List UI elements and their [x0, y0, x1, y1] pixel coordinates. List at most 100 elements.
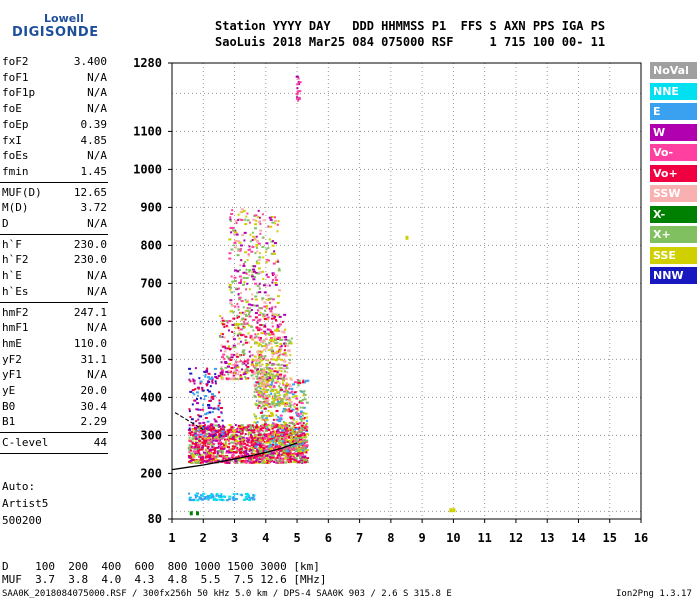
echo-dot	[262, 450, 265, 453]
echo-dot	[271, 397, 275, 400]
echo-dot	[218, 399, 221, 402]
echo-dot	[206, 432, 210, 435]
echo-dot	[277, 385, 280, 388]
param-value: N/A	[87, 149, 107, 163]
echo-dot	[271, 353, 274, 356]
echo-dot	[229, 285, 232, 288]
echo-dot	[266, 399, 270, 402]
echo-dot	[233, 442, 236, 445]
echo-dot	[234, 498, 238, 501]
echo-dot	[271, 325, 274, 328]
echo-dot	[290, 439, 294, 442]
echo-dot	[269, 347, 272, 350]
echo-dot	[210, 423, 213, 426]
echo-dot	[251, 443, 255, 446]
echo-dot	[252, 319, 256, 322]
echo-dot	[202, 492, 206, 495]
echo-dot	[230, 367, 234, 370]
echo-dot	[259, 443, 262, 446]
echo-dot	[260, 425, 264, 428]
echo-dot	[254, 454, 257, 457]
echo-dot	[277, 325, 280, 328]
echo-dot	[188, 451, 191, 454]
echo-dot	[270, 444, 274, 447]
echo-dot	[273, 447, 277, 450]
echo-dot	[257, 390, 261, 393]
echo-dot	[191, 445, 194, 448]
echo-dot	[271, 358, 275, 361]
echo-dot	[279, 388, 283, 391]
echo-dot	[209, 429, 212, 432]
echo-dot	[284, 455, 287, 458]
echo-dot	[221, 499, 225, 502]
echo-dot	[271, 375, 275, 378]
echo-dot	[259, 394, 263, 397]
x-tick-label: 2	[200, 531, 207, 545]
echo-dot	[287, 435, 291, 438]
echo-dot	[219, 335, 223, 338]
echo-dot	[257, 220, 261, 223]
echo-dot	[302, 411, 305, 414]
y-tick-label: 400	[140, 390, 162, 404]
echo-dot	[282, 336, 286, 339]
echo-dot	[271, 298, 275, 301]
echo-dot	[267, 367, 271, 370]
echo-dot	[277, 416, 280, 419]
echo-dot	[199, 433, 203, 436]
echo-dot	[253, 275, 256, 278]
echo-dot	[271, 312, 274, 315]
echo-dot	[299, 456, 302, 459]
echo-dot	[239, 444, 243, 447]
echo-dot	[265, 366, 268, 369]
echo-dot	[189, 511, 193, 516]
echo-dot	[264, 452, 268, 455]
echo-dot	[280, 330, 283, 333]
param-name: foF2	[2, 55, 29, 68]
echo-dot	[256, 368, 259, 371]
echo-dot	[200, 494, 204, 497]
echo-dot	[201, 446, 205, 449]
echo-dot	[258, 287, 261, 290]
echo-dot	[236, 442, 240, 445]
echo-dot	[274, 445, 277, 448]
param-value: N/A	[87, 284, 107, 298]
echo-dot	[277, 444, 280, 447]
echo-dot	[235, 369, 239, 372]
separator	[0, 181, 108, 183]
echo-dot	[237, 218, 240, 221]
echo-dot	[217, 424, 220, 427]
echo-dot	[216, 455, 219, 458]
echo-dot	[272, 313, 275, 316]
echo-dot	[231, 455, 235, 458]
echo-dot	[211, 425, 214, 428]
echo-dot	[285, 435, 289, 438]
echo-dot	[240, 334, 244, 337]
echo-dot	[255, 450, 259, 453]
echo-dot	[221, 455, 225, 458]
echo-dot	[244, 493, 247, 496]
echo-dot	[285, 401, 288, 404]
echo-dot	[227, 362, 231, 365]
echo-dot	[246, 219, 250, 222]
echo-dot	[225, 499, 229, 502]
echo-dot	[249, 336, 253, 339]
echo-dot	[269, 310, 273, 313]
echo-dot	[201, 453, 204, 456]
echo-dot	[305, 439, 309, 442]
echo-dot	[244, 260, 247, 263]
echo-dot	[266, 363, 269, 366]
echo-dot	[197, 387, 200, 390]
echo-dot	[243, 360, 247, 363]
echo-dot	[301, 456, 304, 459]
echo-dot	[230, 275, 233, 278]
echo-dot	[188, 498, 191, 501]
echo-dot	[278, 364, 282, 367]
echo-dot	[190, 418, 194, 421]
param-name: B0	[2, 399, 16, 413]
echo-dot	[232, 499, 236, 502]
echo-dot	[256, 391, 259, 394]
echo-dot	[199, 415, 203, 418]
echo-dot	[296, 404, 299, 407]
echo-dot	[189, 390, 193, 393]
echo-dot	[245, 451, 248, 454]
